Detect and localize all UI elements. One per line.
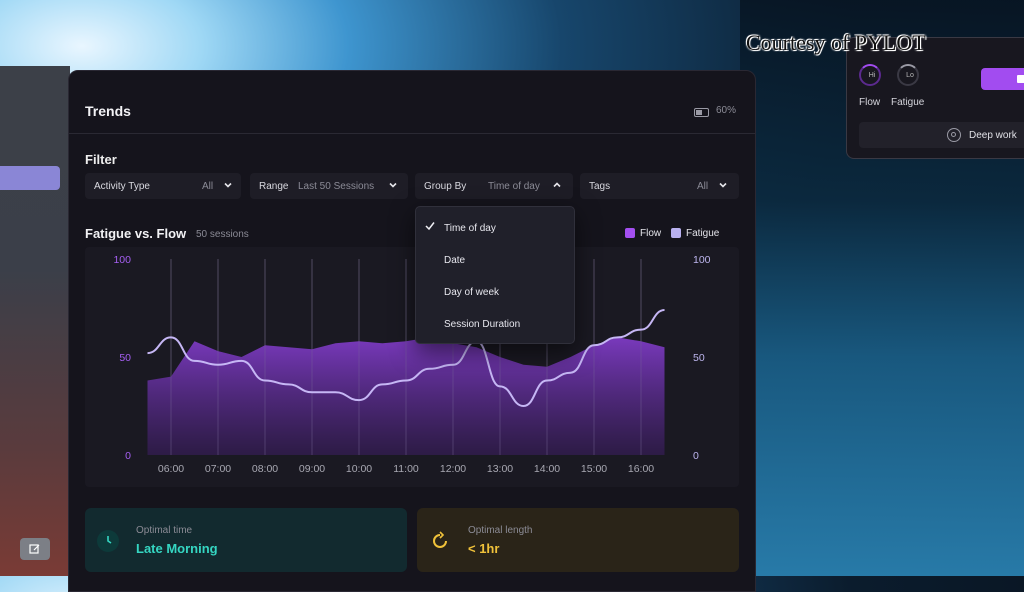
x-tick-label: 08:00 <box>252 463 278 475</box>
y-right-tick-label: 100 <box>693 254 711 266</box>
watermark: Courtesy of PYLOT <box>746 30 926 55</box>
dropdown-option-session-duration[interactable]: Session Duration <box>444 319 521 330</box>
y-left-tick-label: 50 <box>119 352 131 364</box>
sidebar-background <box>0 66 70 576</box>
activity-type-filter[interactable]: Activity Type All <box>85 173 241 199</box>
fatigue-line-series <box>147 309 665 408</box>
y-right-tick-label: 0 <box>693 450 699 462</box>
fatigue-flow-chart: 06:00 07:00 08:00 09:00 10:00 11:00 12:00 13:00… <box>113 254 711 475</box>
tags-label: Tags <box>589 181 611 192</box>
range-label: Range <box>259 181 289 192</box>
x-tick-label: 14:00 <box>534 463 560 475</box>
legend-flow-swatch <box>625 228 635 238</box>
checkmark-icon <box>425 222 435 231</box>
mini-fatigue-label: Fatigue <box>891 97 925 108</box>
x-tick-label: 12:00 <box>440 463 466 475</box>
optimal-length-card: Optimal length < 1hr <box>417 508 739 572</box>
tags-filter[interactable]: Tags All <box>580 173 739 199</box>
trends-panel: Trends 60% Filter Activity Type All Rang… <box>68 70 756 592</box>
x-tick-label: 16:00 <box>628 463 654 475</box>
y-right-tick-label: 50 <box>693 352 705 364</box>
legend-flow-label[interactable]: Flow <box>640 228 662 239</box>
mini-flow-label: Flow <box>859 97 881 108</box>
optimal-time-card: Optimal time Late Morning <box>85 508 407 572</box>
battery-icon <box>694 108 709 117</box>
battery-percent: 60% <box>716 105 737 116</box>
target-icon <box>947 128 961 142</box>
sidebar-active-item[interactable] <box>0 166 60 190</box>
chart-plot-area: 06:00 07:00 08:00 09:00 10:00 11:00 12:00 13:00… <box>85 247 739 487</box>
stop-button[interactable] <box>981 68 1024 90</box>
y-left-tick-label: 0 <box>125 450 131 462</box>
filter-title: Filter <box>85 152 117 167</box>
tags-value: All <box>697 181 709 192</box>
x-tick-label: 09:00 <box>299 463 325 475</box>
x-tick-label: 07:00 <box>205 463 231 475</box>
x-tick-label: 10:00 <box>346 463 372 475</box>
activity-type-label: Activity Type <box>94 181 150 192</box>
legend-fatigue-swatch <box>671 228 681 238</box>
panel-header: Trends 60% <box>69 71 755 134</box>
x-tick-label: 15:00 <box>581 463 607 475</box>
deep-work-label: Deep work <box>969 130 1017 141</box>
chevron-down-icon <box>388 180 398 190</box>
chart-subtitle: 50 sessions <box>196 229 249 240</box>
optimal-length-label: Optimal length <box>468 525 533 536</box>
group-by-filter[interactable]: Group By Time of day <box>415 173 573 199</box>
dropdown-option-date[interactable]: Date <box>444 255 466 266</box>
flow-level-ring: Hi <box>859 64 881 86</box>
clock-icon <box>97 530 119 552</box>
optimal-time-value: Late Morning <box>136 541 218 556</box>
group-by-dropdown-menu: Time of day Date Day of week Session Dur… <box>415 206 575 344</box>
deep-work-button[interactable]: Deep work <box>859 122 1024 148</box>
mini-widget: Hi Lo Flow Fatigue Deep work <box>846 37 1024 159</box>
activity-type-value: All <box>202 181 214 192</box>
page-title: Trends <box>85 103 131 119</box>
flow-level-text: Hi <box>868 72 876 79</box>
x-tick-label: 06:00 <box>158 463 184 475</box>
refresh-icon <box>429 530 451 552</box>
range-filter[interactable]: Range Last 50 Sessions <box>250 173 408 199</box>
dropdown-option-day-of-week[interactable]: Day of week <box>444 287 500 298</box>
group-by-label: Group By <box>424 181 467 192</box>
chart-title: Fatigue vs. Flow <box>85 226 187 241</box>
sidebar-compose-button[interactable] <box>20 538 50 560</box>
chevron-down-icon <box>223 180 233 190</box>
compose-icon <box>29 544 40 554</box>
legend-fatigue-label[interactable]: Fatigue <box>686 228 720 239</box>
y-left-tick-label: 100 <box>113 254 131 266</box>
group-by-value: Time of day <box>488 181 540 192</box>
fatigue-level-ring: Lo <box>897 64 919 86</box>
chevron-down-icon <box>718 180 728 190</box>
x-tick-label: 11:00 <box>393 463 419 475</box>
flow-area-series <box>147 337 665 455</box>
x-tick-label: 13:00 <box>487 463 513 475</box>
fatigue-level-text: Lo <box>906 72 914 79</box>
chevron-up-icon <box>552 180 562 190</box>
optimal-length-value: < 1hr <box>468 541 500 556</box>
range-value: Last 50 Sessions <box>298 181 375 192</box>
dropdown-option-time-of-day[interactable]: Time of day <box>444 223 496 234</box>
optimal-time-label: Optimal time <box>136 525 193 536</box>
